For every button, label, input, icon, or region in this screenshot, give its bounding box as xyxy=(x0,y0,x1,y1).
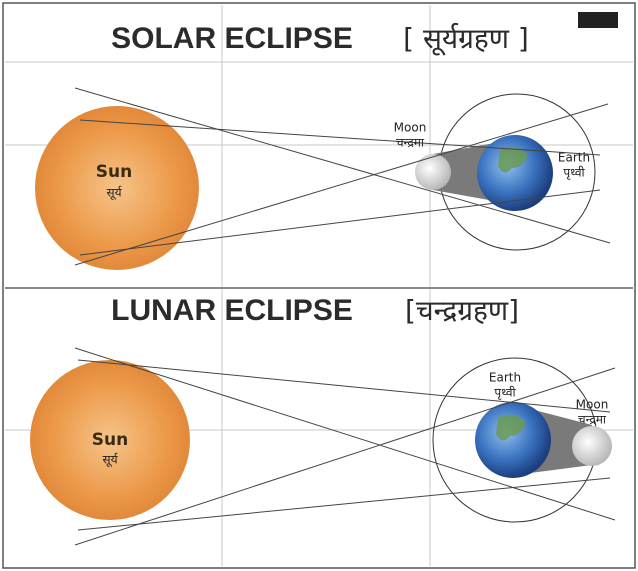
earth-label-hindi: पृथ्वी xyxy=(563,166,585,181)
title-hindi: [चन्द्रग्रहण] xyxy=(405,294,519,327)
earth xyxy=(477,135,553,211)
moon-label: Moon xyxy=(394,121,427,135)
moon-label-hindi: चन्द्रमा xyxy=(578,413,607,427)
moon xyxy=(572,426,612,466)
moon xyxy=(415,154,451,190)
moon-label-hindi: चन्द्रमा xyxy=(396,136,425,150)
logo xyxy=(578,12,618,28)
poster: SOLAR ECLIPSE [ सूर्यग्रहण ] Sun सूर्य M… xyxy=(0,0,638,571)
earth-label: Earth xyxy=(489,371,521,385)
title: SOLAR ECLIPSE xyxy=(111,22,353,55)
sun-label: Sun xyxy=(96,162,132,182)
sun-label: Sun xyxy=(92,430,128,450)
moon-label: Moon xyxy=(576,398,609,412)
title: LUNAR ECLIPSE xyxy=(111,294,353,327)
earth-label-hindi: पृथ्वी xyxy=(494,386,516,401)
title-hindi: [ सूर्यग्रहण ] xyxy=(403,22,529,56)
earth xyxy=(475,402,551,478)
sun-label-hindi: सूर्य xyxy=(102,453,118,468)
sun-label-hindi: सूर्य xyxy=(106,186,122,201)
earth-label: Earth xyxy=(558,151,590,165)
